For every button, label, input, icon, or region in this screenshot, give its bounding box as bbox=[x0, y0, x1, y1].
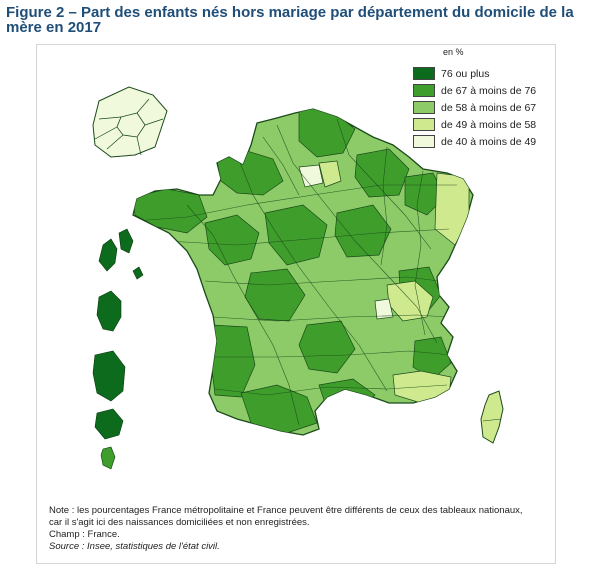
legend-item: de 67 à moins de 76 bbox=[413, 82, 536, 99]
dept-zone-burgundy bbox=[334, 204, 392, 258]
legend-label: de 40 à moins de 49 bbox=[441, 135, 537, 148]
guyane bbox=[92, 350, 126, 402]
legend-swatch bbox=[413, 118, 435, 131]
paris-inset bbox=[92, 86, 168, 158]
legend-item: de 58 à moins de 67 bbox=[413, 99, 536, 116]
figure-title: Figure 2 – Part des enfants nés hors mar… bbox=[6, 4, 574, 36]
legend-item: 76 ou plus bbox=[413, 65, 536, 82]
dept-zone-provence bbox=[412, 336, 452, 380]
note-line-1: Note : les pourcentages France métropoli… bbox=[49, 505, 523, 516]
dept-zone-idf-east bbox=[318, 160, 342, 188]
dept-zone-loire bbox=[204, 214, 260, 266]
legend-item: de 49 à moins de 58 bbox=[413, 116, 536, 133]
legend-label: de 49 à moins de 58 bbox=[441, 118, 537, 131]
map-svg bbox=[92, 86, 504, 470]
map-frame: en % 76 ou plus de 67 à moins de 76 de 5… bbox=[36, 44, 556, 564]
dept-zone-centre bbox=[264, 204, 328, 266]
scope-line: Champ : France. bbox=[49, 529, 120, 540]
la-reunion bbox=[94, 408, 124, 440]
dept-zone-massif bbox=[298, 320, 356, 374]
legend-swatch bbox=[413, 135, 435, 148]
legend-unit: en % bbox=[443, 47, 464, 57]
dept-zone-limousin bbox=[244, 268, 306, 322]
legend-label: de 67 à moins de 76 bbox=[441, 84, 537, 97]
martinique bbox=[96, 290, 122, 332]
legend-label: 76 ou plus bbox=[441, 67, 490, 80]
dept-zone-paris bbox=[298, 164, 324, 188]
notes: Note : les pourcentages France métropoli… bbox=[49, 505, 523, 553]
mayotte bbox=[100, 446, 116, 470]
corsica bbox=[480, 390, 504, 444]
source-line: Source : Insee, statistiques de l'état c… bbox=[49, 541, 220, 552]
dept-zone-rhone bbox=[374, 298, 394, 320]
legend-swatch bbox=[413, 67, 435, 80]
legend-swatch bbox=[413, 84, 435, 97]
guadeloupe bbox=[98, 228, 144, 280]
dept-zone-normandy bbox=[216, 150, 284, 196]
legend-item: de 40 à moins de 49 bbox=[413, 133, 536, 150]
legend: 76 ou plus de 67 à moins de 76 de 58 à m… bbox=[413, 65, 536, 150]
dept-zone-brittany bbox=[133, 188, 208, 234]
legend-swatch bbox=[413, 101, 435, 114]
legend-label: de 58 à moins de 67 bbox=[441, 101, 537, 114]
note-line-2: car il s'agit ici des naissances domicil… bbox=[49, 517, 310, 528]
